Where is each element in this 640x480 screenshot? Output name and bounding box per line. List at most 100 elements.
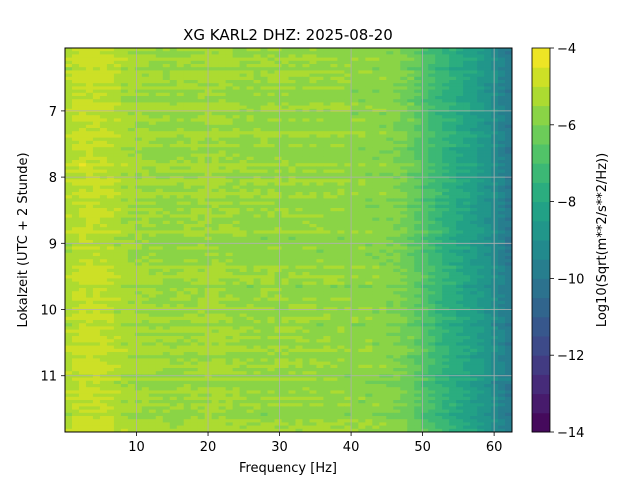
heatmap-cell — [71, 96, 80, 100]
heatmap-cell — [78, 176, 87, 180]
heatmap-cell — [232, 172, 241, 177]
heatmap-cell — [162, 272, 171, 276]
heatmap-cell — [421, 211, 429, 215]
heatmap-cell — [78, 54, 87, 58]
heatmap-cell — [190, 64, 199, 68]
heatmap-cell — [274, 156, 282, 161]
heatmap-cell — [155, 220, 164, 225]
heatmap-cell — [162, 227, 171, 231]
heatmap-cell — [449, 220, 457, 225]
heatmap-cell — [435, 166, 443, 170]
heatmap-cell — [435, 67, 443, 71]
heatmap-cell — [183, 224, 192, 228]
heatmap-cell — [421, 134, 429, 138]
heatmap-cell — [505, 57, 513, 62]
heatmap-cell — [127, 60, 136, 65]
heatmap-cell — [239, 195, 247, 199]
heatmap-cell — [211, 198, 220, 202]
heatmap-cell — [113, 246, 122, 250]
heatmap-cell — [197, 224, 206, 228]
heatmap-cell — [183, 188, 192, 193]
heatmap-cell — [393, 121, 401, 126]
heatmap-cell — [162, 92, 171, 97]
heatmap-cell — [260, 230, 268, 234]
heatmap-cell — [379, 224, 387, 228]
heatmap-cell — [421, 246, 429, 250]
heatmap-cell — [365, 76, 373, 81]
heatmap-cell — [309, 112, 317, 116]
heatmap-cell — [106, 163, 115, 167]
heatmap-cell — [99, 73, 108, 78]
heatmap-cell — [65, 80, 73, 84]
heatmap-cell — [498, 64, 506, 68]
heatmap-cell — [71, 256, 80, 260]
heatmap-cell — [351, 156, 359, 161]
heatmap-cell — [267, 121, 275, 126]
heatmap-cell — [106, 192, 115, 196]
heatmap-cell — [92, 80, 101, 84]
heatmap-cell — [197, 176, 206, 180]
heatmap-cell — [463, 233, 471, 238]
heatmap-cell — [400, 134, 408, 138]
heatmap-cell — [65, 51, 73, 55]
heatmap-cell — [365, 256, 373, 260]
heatmap-cell — [316, 268, 324, 273]
heatmap-cell — [463, 105, 471, 110]
heatmap-cell — [302, 195, 310, 199]
heatmap-cell — [183, 176, 192, 180]
heatmap-cell — [435, 76, 443, 81]
heatmap-cell — [491, 236, 499, 241]
heatmap-cell — [218, 220, 227, 225]
heatmap-cell — [225, 275, 234, 279]
heatmap-cell — [85, 262, 94, 266]
heatmap-cell — [344, 195, 352, 199]
heatmap-cell — [239, 124, 247, 129]
heatmap-cell — [162, 236, 171, 241]
heatmap-cell — [232, 192, 241, 196]
heatmap-cell — [463, 179, 471, 183]
heatmap-cell — [330, 169, 338, 174]
heatmap-cell — [498, 99, 506, 103]
heatmap-cell — [232, 67, 241, 71]
heatmap-cell — [309, 214, 317, 218]
heatmap-cell — [428, 227, 436, 231]
heatmap-cell — [260, 192, 268, 196]
heatmap-cell — [211, 230, 220, 234]
heatmap-cell — [379, 163, 387, 167]
heatmap-cell — [106, 166, 115, 170]
heatmap-cell — [288, 144, 296, 148]
heatmap-cell — [274, 195, 282, 199]
heatmap-cell — [183, 64, 192, 68]
heatmap-cell — [288, 54, 296, 58]
heatmap-cell — [498, 246, 506, 250]
heatmap-cell — [274, 92, 282, 97]
heatmap-cell — [379, 281, 387, 286]
heatmap-cell — [505, 256, 513, 260]
heatmap-cell — [372, 249, 380, 254]
heatmap-cell — [211, 252, 220, 257]
heatmap-cell — [99, 83, 108, 87]
heatmap-cell — [169, 124, 178, 129]
heatmap-cell — [344, 272, 352, 276]
heatmap-cell — [246, 230, 254, 234]
heatmap-cell — [239, 67, 247, 71]
heatmap-cell — [260, 281, 268, 286]
heatmap-cell — [442, 54, 450, 58]
heatmap-cell — [155, 268, 164, 273]
heatmap-cell — [92, 214, 101, 218]
heatmap-cell — [435, 281, 443, 286]
heatmap-cell — [127, 51, 136, 55]
heatmap-cell — [400, 240, 408, 244]
heatmap-cell — [176, 204, 185, 209]
heatmap-cell — [246, 236, 254, 241]
heatmap-cell — [323, 195, 331, 199]
heatmap-cell — [295, 118, 303, 122]
heatmap-cell — [379, 208, 387, 212]
heatmap-cell — [162, 99, 171, 103]
heatmap-cell — [239, 115, 247, 119]
heatmap-cell — [65, 201, 73, 206]
heatmap-cell — [127, 89, 136, 94]
heatmap-cell — [92, 224, 101, 228]
heatmap-cell — [267, 249, 275, 254]
heatmap-cell — [169, 153, 178, 158]
